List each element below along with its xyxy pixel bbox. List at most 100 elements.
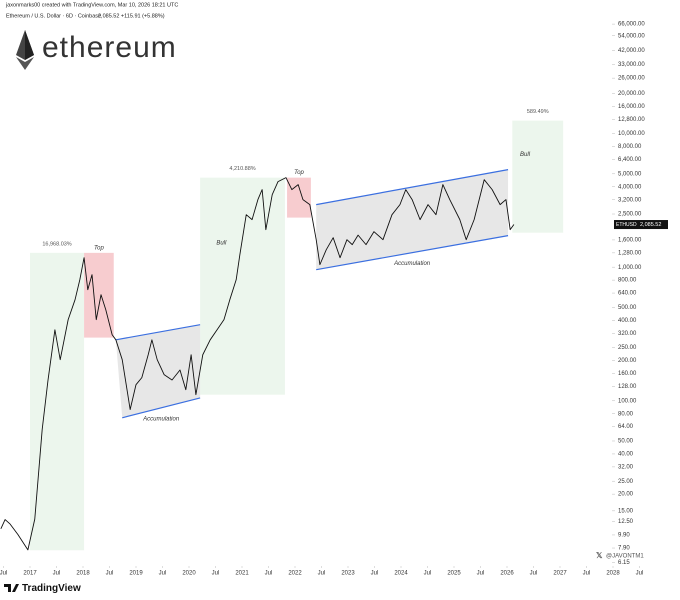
y-tick-label: 7.90 [618,546,630,552]
time-scale: Jul 2017 Jul 2018 Jul 2019 Jul 2020 Jul 2021 Jul 20… [0,566,643,577]
bull-label: Bull [216,240,227,246]
x-tick-label: Jul [583,571,591,577]
x-tick-label: Jul [53,571,61,577]
y-tick-label: 200.00 [618,358,637,364]
accumulation-label: Accumulation [393,261,431,267]
y-tick-label: 25.00 [618,479,634,485]
range-change-label: 589.49% [527,109,549,115]
x-tick-label: 2028 [606,571,620,577]
x-tick-label: Jul [636,571,644,577]
top-label: Top [94,245,104,251]
y-tick-label: 54,000.00 [618,33,645,39]
price-scale-bg [612,0,680,566]
x-tick-label: 2021 [235,571,249,577]
y-tick-label: 6.15 [618,560,630,566]
y-tick-label: 250.00 [618,345,637,351]
top-range [84,252,114,338]
x-tick-label: Jul [318,571,326,577]
y-tick-label: 12.50 [618,519,634,525]
x-tick-label: Jul [212,571,220,577]
brand: TradingView [22,583,81,594]
bull-range [512,120,564,233]
x-tick-label: Jul [106,571,114,577]
channel-lower-line [122,397,201,419]
x-tick-label: 2019 [129,571,143,577]
y-tick-label: 500.00 [618,305,637,311]
x-tick-label: 2025 [447,571,461,577]
y-tick-label: 80.00 [618,411,634,417]
channel-area [115,324,201,418]
y-tick-label: 160.00 [618,371,637,377]
price-tag-symbol: ETHUSD [616,222,637,228]
y-tick-label: 20,000.00 [618,91,645,97]
y-tick-label: 26,000.00 [618,76,645,82]
top-range [287,177,311,218]
y-tick-label: 128.00 [618,384,637,390]
bull-range [29,252,85,551]
watermark-text: @JAVONTM1 [606,554,644,560]
x-tick-label: Jul [477,571,485,577]
y-tick-label: 1,000.00 [618,265,642,271]
accumulation-label: Accumulation [142,416,180,422]
y-tick-label: 66,000.00 [618,22,645,28]
range-change-label: 16,968.03% [42,241,71,247]
bull-label: Bull [520,152,531,158]
symbol-line: Ethereum / U.S. Dollar · 6D · Coinbase [6,13,101,19]
y-tick-label: 42,000.00 [618,48,645,54]
channel-upper-line [316,169,509,206]
y-tick-label: 1,600.00 [618,237,642,243]
top-label: Top [294,170,304,176]
y-tick-label: 64.00 [618,424,634,430]
x-tick-label: Jul [424,571,432,577]
y-tick-label: 100.00 [618,398,637,404]
channel-area [316,169,509,270]
x-tick-label: 2026 [500,571,514,577]
price-tag-value: 2,085.52 [640,222,661,228]
x-tick-label: 2020 [182,571,196,577]
y-tick-label: 800.00 [618,278,637,284]
x-tick-label: Jul [371,571,379,577]
y-tick-label: 9.90 [618,533,630,539]
y-tick-label: 15.00 [618,508,634,514]
y-tick-label: 5,000.00 [618,171,642,177]
y-tick-label: 640.00 [618,291,637,297]
y-tick-label: 400.00 [618,318,637,324]
y-tick-label: 6,400.00 [618,157,642,163]
watermark: 𝕏 @JAVONTM1 [596,551,644,560]
y-tick-label: 2,500.00 [618,212,642,218]
y-tick-label: 3,200.00 [618,197,642,203]
channel-lower-line [316,235,509,271]
y-tick-label: 32.00 [618,464,634,470]
x-tick-label: 2023 [341,571,355,577]
price-line [0,177,515,551]
price-tag [614,220,668,230]
x-tick-label: Jul [159,571,167,577]
bull-range [200,177,285,395]
x-tick-label: 2017 [23,571,37,577]
ethereum-logo [16,30,34,70]
x-tick-label: 2022 [288,571,302,577]
y-tick-label: 50.00 [618,439,634,445]
y-tick-label: 4,000.00 [618,184,642,190]
y-tick-label: 8,000.00 [618,144,642,150]
x-tick-label: 2027 [553,571,567,577]
x-tick-label: Jul [0,571,7,577]
author-line: jaxonmarks00 created with TradingView.co… [5,2,178,8]
y-tick-label: 10,000.00 [618,131,645,137]
x-logo: 𝕏 [596,551,603,560]
quote: 2,085.52 +115.91 (+5.88%) [98,13,165,19]
channel-upper-line [115,324,201,341]
range-change-label: 4,210.88% [229,166,255,172]
y-tick-label: 1,280.00 [618,250,642,256]
x-tick-label: 2018 [76,571,90,577]
y-tick-label: 20.00 [618,492,634,498]
y-tick-label: 320.00 [618,331,637,337]
y-tick-label: 12,800.00 [618,117,645,123]
y-tick-label: 40.00 [618,452,634,458]
logo-text: ethereum [42,31,177,64]
plot-area: 16,968.03% 4,210.88% Bull 589.49% Bull Top Top… [0,109,564,551]
x-tick-label: Jul [530,571,538,577]
x-tick-label: Jul [265,571,273,577]
y-tick-label: 16,000.00 [618,104,645,110]
